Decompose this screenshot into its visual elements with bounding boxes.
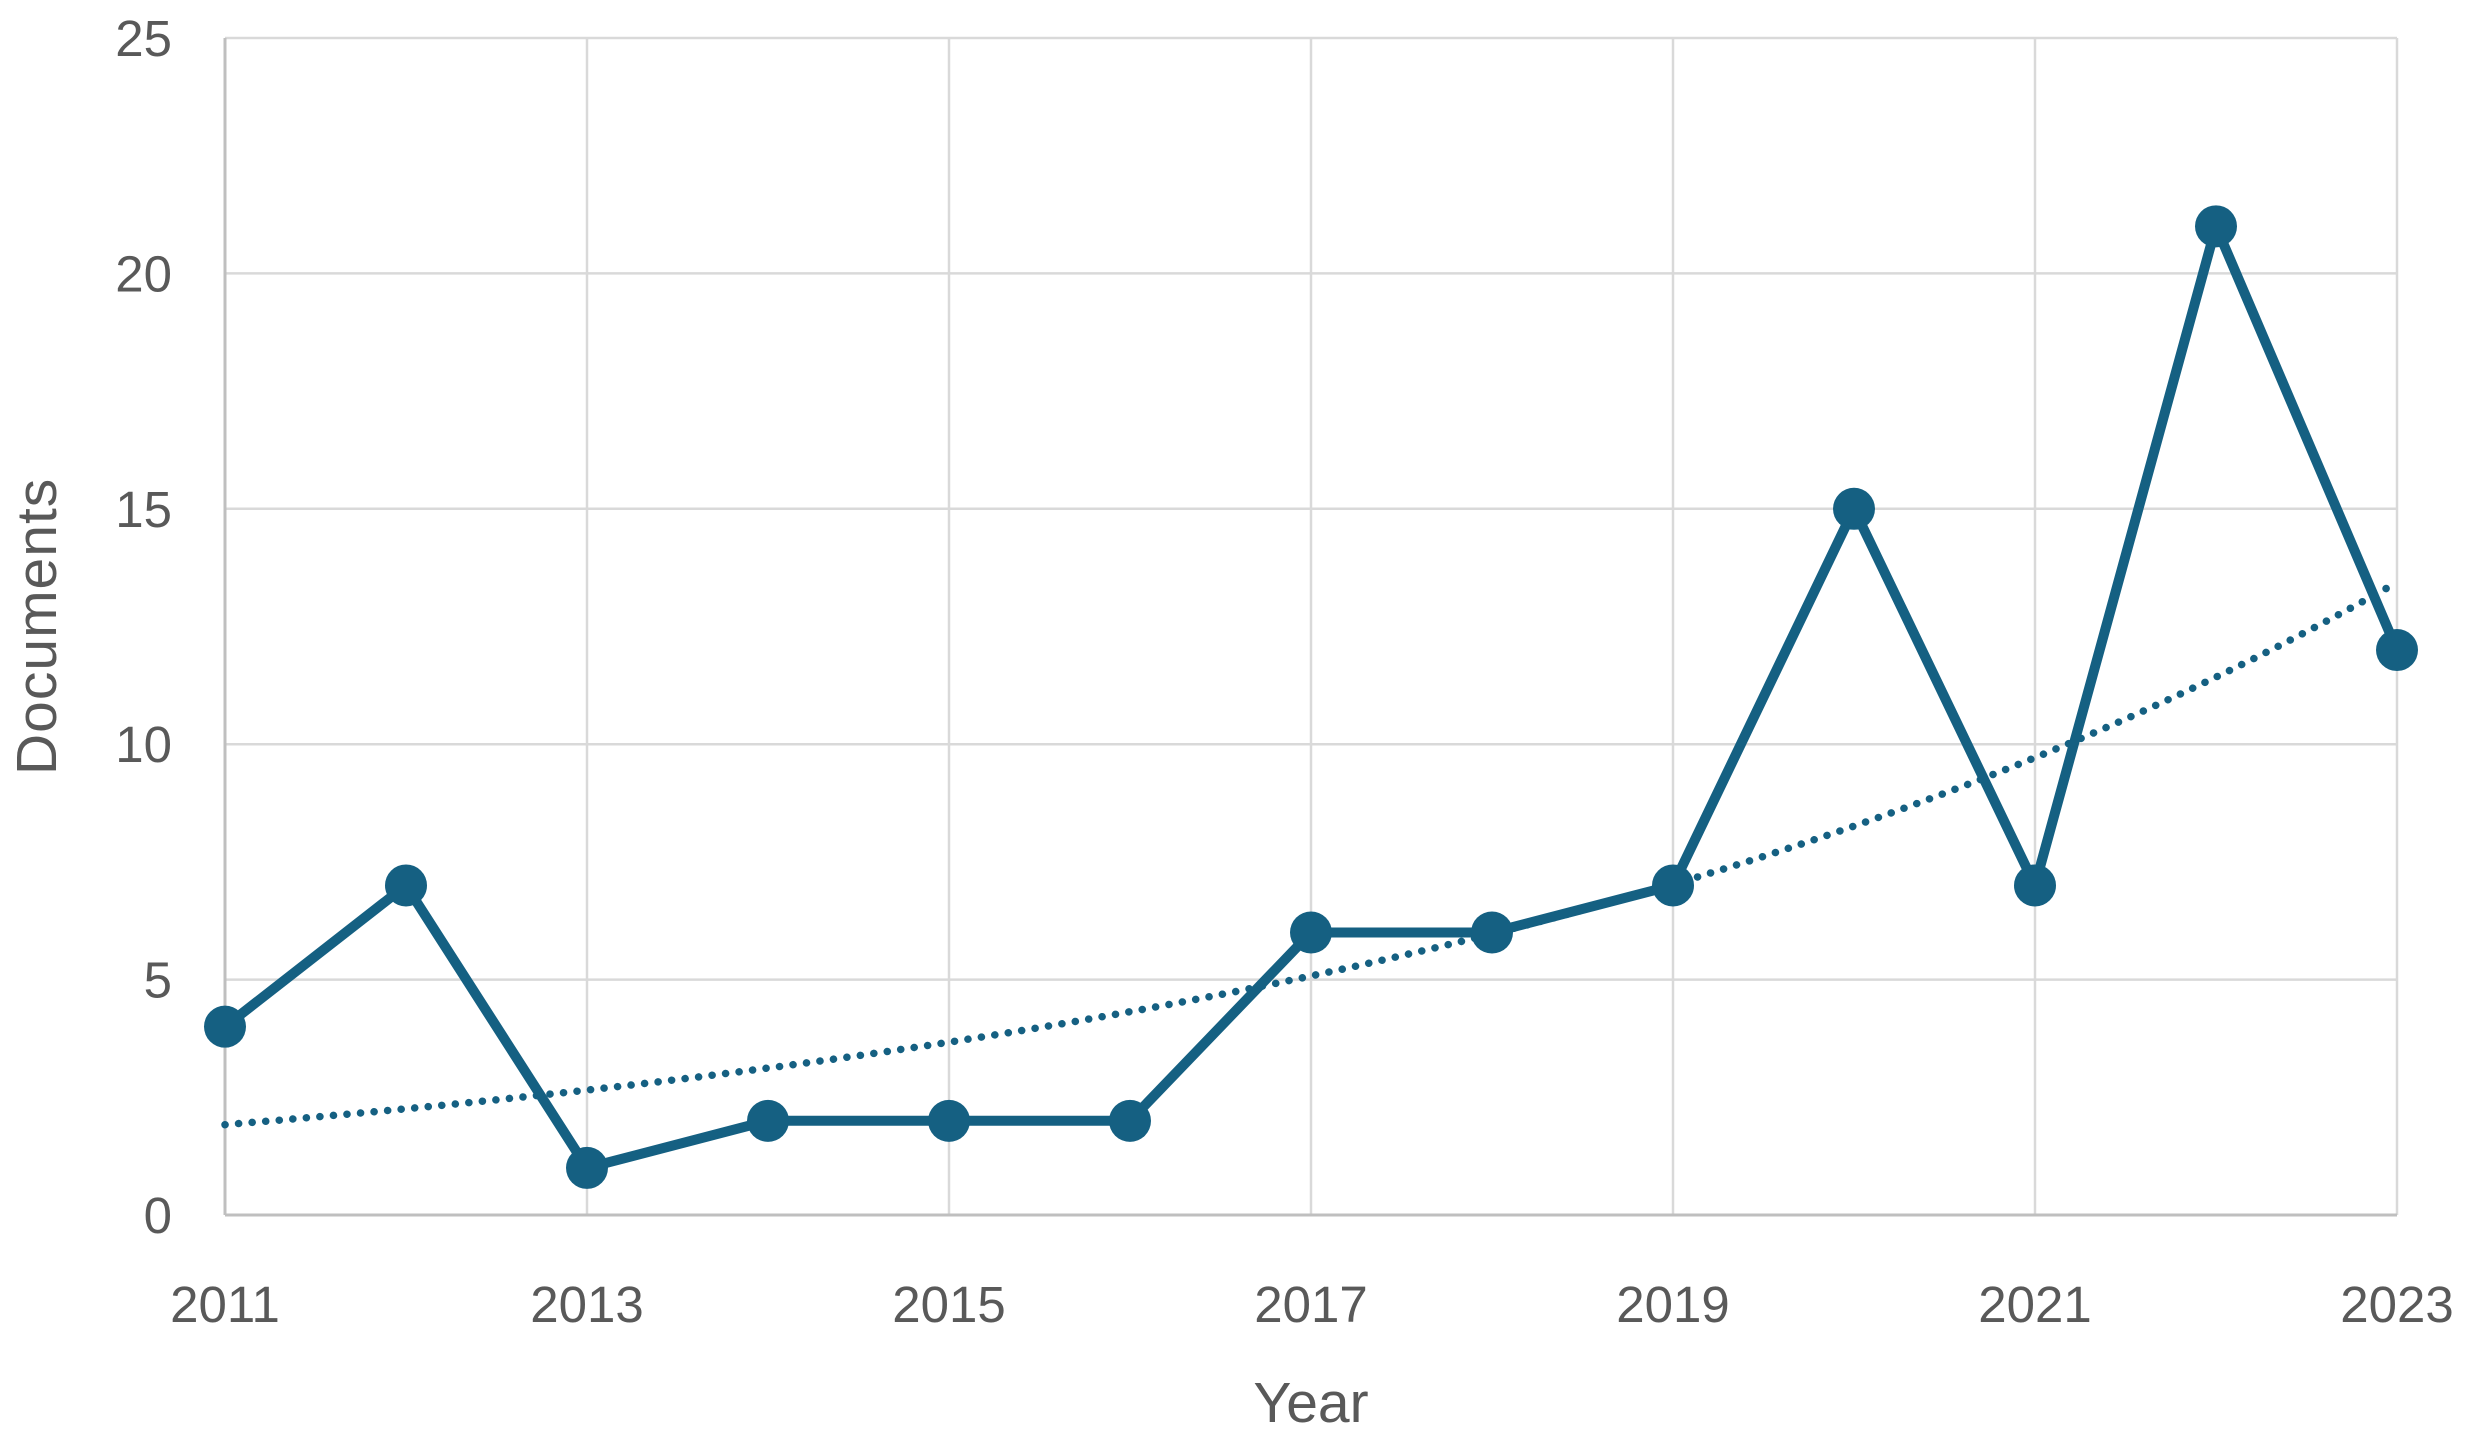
x-tick-label: 2013 (530, 1276, 643, 1333)
data-point-marker (2195, 205, 2237, 248)
data-point-marker (928, 1099, 970, 1142)
y-tick-label: 10 (115, 716, 172, 773)
data-point-marker (1109, 1099, 1151, 1142)
trendline-dotted (221, 578, 2401, 1129)
data-point-marker (1833, 487, 1875, 530)
y-tick-label: 5 (144, 952, 172, 1009)
x-tick-label: 2019 (1616, 1276, 1729, 1333)
data-point-marker (1471, 911, 1513, 954)
data-point-marker (1290, 911, 1332, 954)
y-tick-label: 25 (115, 10, 172, 67)
x-tick-label: 2017 (1254, 1276, 1367, 1333)
x-axis-title: Year (1253, 1371, 1369, 1435)
y-tick-label: 0 (144, 1187, 172, 1244)
data-point-marker (2014, 864, 2056, 907)
data-point-marker (566, 1146, 608, 1189)
x-tick-label: 2015 (892, 1276, 1005, 1333)
y-tick-label: 20 (115, 245, 172, 302)
data-point-marker (204, 1005, 246, 1048)
x-tick-label: 2011 (170, 1276, 280, 1333)
data-point-marker (1652, 864, 1694, 907)
data-point-marker (747, 1099, 789, 1142)
x-tick-label: 2023 (2340, 1276, 2453, 1333)
y-tick-label: 15 (115, 481, 172, 538)
data-point-marker (385, 864, 427, 907)
x-tick-label: 2021 (1978, 1276, 2091, 1333)
data-point-marker (2376, 629, 2418, 672)
y-axis-title: Documents (5, 477, 69, 776)
